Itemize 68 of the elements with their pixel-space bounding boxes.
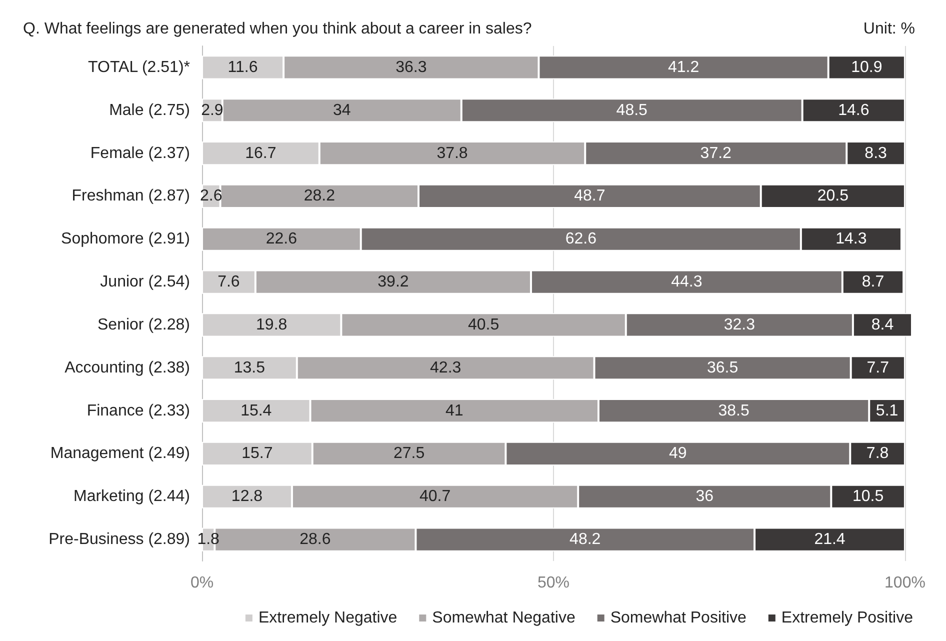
data-label: 37.2 bbox=[700, 144, 732, 162]
data-label: 14.6 bbox=[838, 102, 870, 119]
data-label: 36 bbox=[696, 488, 714, 506]
data-label: 1.8 bbox=[197, 531, 220, 548]
data-label: 44.3 bbox=[671, 274, 702, 291]
data-label: 39.2 bbox=[378, 274, 409, 291]
data-label: 7.7 bbox=[866, 359, 890, 376]
data-label: 5.1 bbox=[876, 402, 898, 420]
data-label: 2.9 bbox=[201, 102, 224, 119]
y-tick-label: Accounting (2.38) bbox=[64, 359, 190, 376]
data-label: 36.3 bbox=[396, 58, 427, 76]
y-tick-label: TOTAL (2.51)* bbox=[88, 58, 190, 76]
data-label: 8.4 bbox=[871, 316, 894, 334]
data-label: 11.6 bbox=[228, 58, 258, 76]
data-label: 14.3 bbox=[836, 230, 867, 248]
legend-label: Somewhat Negative bbox=[432, 610, 576, 626]
data-label: 48.5 bbox=[616, 102, 648, 119]
data-label: 10.5 bbox=[852, 488, 884, 506]
y-tick-label: Senior (2.28) bbox=[98, 316, 190, 334]
data-label: 48.2 bbox=[570, 531, 601, 548]
data-label: 42.3 bbox=[430, 359, 462, 376]
data-label: 20.5 bbox=[817, 188, 849, 205]
data-label: 13.5 bbox=[234, 359, 266, 376]
legend-label: Extremely Positive bbox=[781, 610, 914, 626]
data-label: 22.6 bbox=[266, 230, 298, 248]
data-label: 49 bbox=[669, 445, 687, 462]
data-label: 12.8 bbox=[231, 488, 263, 506]
data-label: 62.6 bbox=[565, 230, 597, 248]
x-tick-label: 100% bbox=[884, 574, 926, 592]
data-label: 40.7 bbox=[419, 488, 451, 506]
data-label: 40.5 bbox=[468, 316, 500, 334]
data-label: 41 bbox=[445, 402, 464, 420]
data-label: 38.5 bbox=[718, 402, 750, 420]
text: Unit: % bbox=[863, 20, 916, 38]
data-label: 36.5 bbox=[706, 359, 738, 376]
data-label: 2.6 bbox=[200, 188, 222, 205]
data-label: 7.6 bbox=[218, 274, 240, 291]
data-label: 8.7 bbox=[862, 274, 884, 291]
data-label: 21.4 bbox=[814, 531, 846, 548]
chart-title: Q. What feelings are generated when you think about a career in sales? bbox=[23, 20, 532, 38]
y-tick-label: Pre-Business (2.89) bbox=[48, 531, 190, 548]
data-label: 7.8 bbox=[866, 445, 889, 462]
data-label: 15.4 bbox=[240, 402, 272, 420]
y-tick-label: Marketing (2.44) bbox=[74, 488, 190, 506]
data-label: 32.3 bbox=[724, 316, 756, 334]
data-label: 16.7 bbox=[245, 144, 276, 162]
data-label: 34 bbox=[332, 102, 351, 119]
data-label: 48.7 bbox=[574, 188, 606, 205]
data-label: 28.6 bbox=[300, 531, 331, 548]
legend-label: Somewhat Positive bbox=[610, 610, 747, 626]
x-tick-label: 50% bbox=[537, 574, 570, 592]
y-tick-label: Male (2.75) bbox=[109, 102, 190, 119]
data-label: 28.2 bbox=[304, 188, 336, 205]
data-label: 27.5 bbox=[393, 445, 425, 462]
y-tick-label: Finance (2.33) bbox=[86, 402, 190, 420]
data-label: 37.8 bbox=[436, 144, 468, 162]
x-tick-label: 0% bbox=[190, 574, 214, 592]
data-label: 15.7 bbox=[242, 445, 273, 462]
data-label: 41.2 bbox=[668, 58, 700, 76]
data-label: 8.3 bbox=[864, 144, 888, 162]
y-tick-label: Management (2.49) bbox=[50, 445, 190, 462]
legend-label: Extremely Negative bbox=[258, 610, 398, 626]
y-tick-label: Freshman (2.87) bbox=[72, 188, 190, 205]
y-tick-label: Female (2.37) bbox=[90, 144, 190, 162]
data-label: 19.8 bbox=[256, 316, 288, 334]
data-label: 10.9 bbox=[851, 58, 882, 76]
y-tick-label: Sophomore (2.91) bbox=[61, 230, 190, 248]
y-tick-label: Junior (2.54) bbox=[100, 274, 190, 291]
